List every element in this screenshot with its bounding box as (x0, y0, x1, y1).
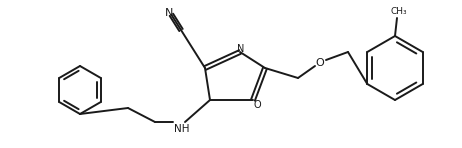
Text: N: N (165, 8, 173, 18)
Text: N: N (237, 44, 245, 54)
Text: O: O (316, 58, 324, 68)
Text: NH: NH (174, 124, 190, 134)
Text: CH₃: CH₃ (391, 7, 407, 16)
Text: O: O (253, 100, 261, 110)
